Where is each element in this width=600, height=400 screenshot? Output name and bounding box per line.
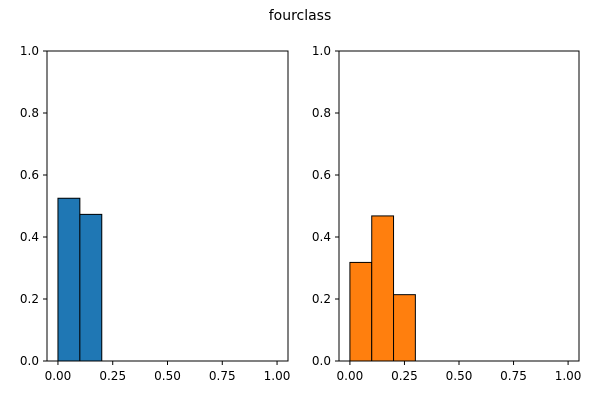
left-histogram-bar (79, 213, 103, 362)
left-y-tick-label: 0.6 (20, 168, 39, 182)
right-x-tick-label: 0.75 (500, 369, 527, 383)
right-histogram-bar (349, 261, 373, 362)
right-histogram-bar (393, 294, 416, 362)
left-y-tick-label: 1.0 (20, 44, 39, 58)
left-x-tick-label: 0.00 (45, 369, 72, 383)
left-x-tick-label: 0.75 (209, 369, 236, 383)
left-y-tick-label: 0.4 (20, 230, 39, 244)
left-y-tick-label: 0.2 (20, 292, 39, 306)
right-x-tick-label: 0.25 (391, 369, 418, 383)
histogram-panel-right: 0.00 0.25 0.50 0.75 1.00 0.0 0.2 0.4 0.6 0.8 1.0 (312, 44, 582, 383)
left-histogram-bar (57, 197, 81, 362)
right-y-tick-label: 1.0 (312, 44, 331, 58)
right-y-tick-label: 0.6 (312, 168, 331, 182)
left-x-tick-label: 0.50 (154, 369, 181, 383)
left-x-tick-label: 0.25 (99, 369, 126, 383)
right-x-tick-label: 1.00 (555, 369, 582, 383)
right-x-tick-label: 0.50 (446, 369, 473, 383)
figure-title: fourclass (269, 8, 332, 24)
right-y-tick-label: 0.0 (312, 354, 331, 368)
left-x-tick-label: 1.00 (264, 369, 291, 383)
left-y-tick-label: 0.0 (20, 354, 39, 368)
right-x-tick-label: 0.00 (337, 369, 364, 383)
right-y-tick-label: 0.8 (312, 106, 331, 120)
right-y-tick-label: 0.2 (312, 292, 331, 306)
right-y-tick-label: 0.4 (312, 230, 331, 244)
right-histogram-bar (371, 215, 395, 362)
left-y-tick-label: 0.8 (20, 106, 39, 120)
histogram-panel-left: 0.00 0.25 0.50 0.75 1.00 0.0 0.2 0.4 0.6 0.8 1.0 (20, 44, 290, 383)
